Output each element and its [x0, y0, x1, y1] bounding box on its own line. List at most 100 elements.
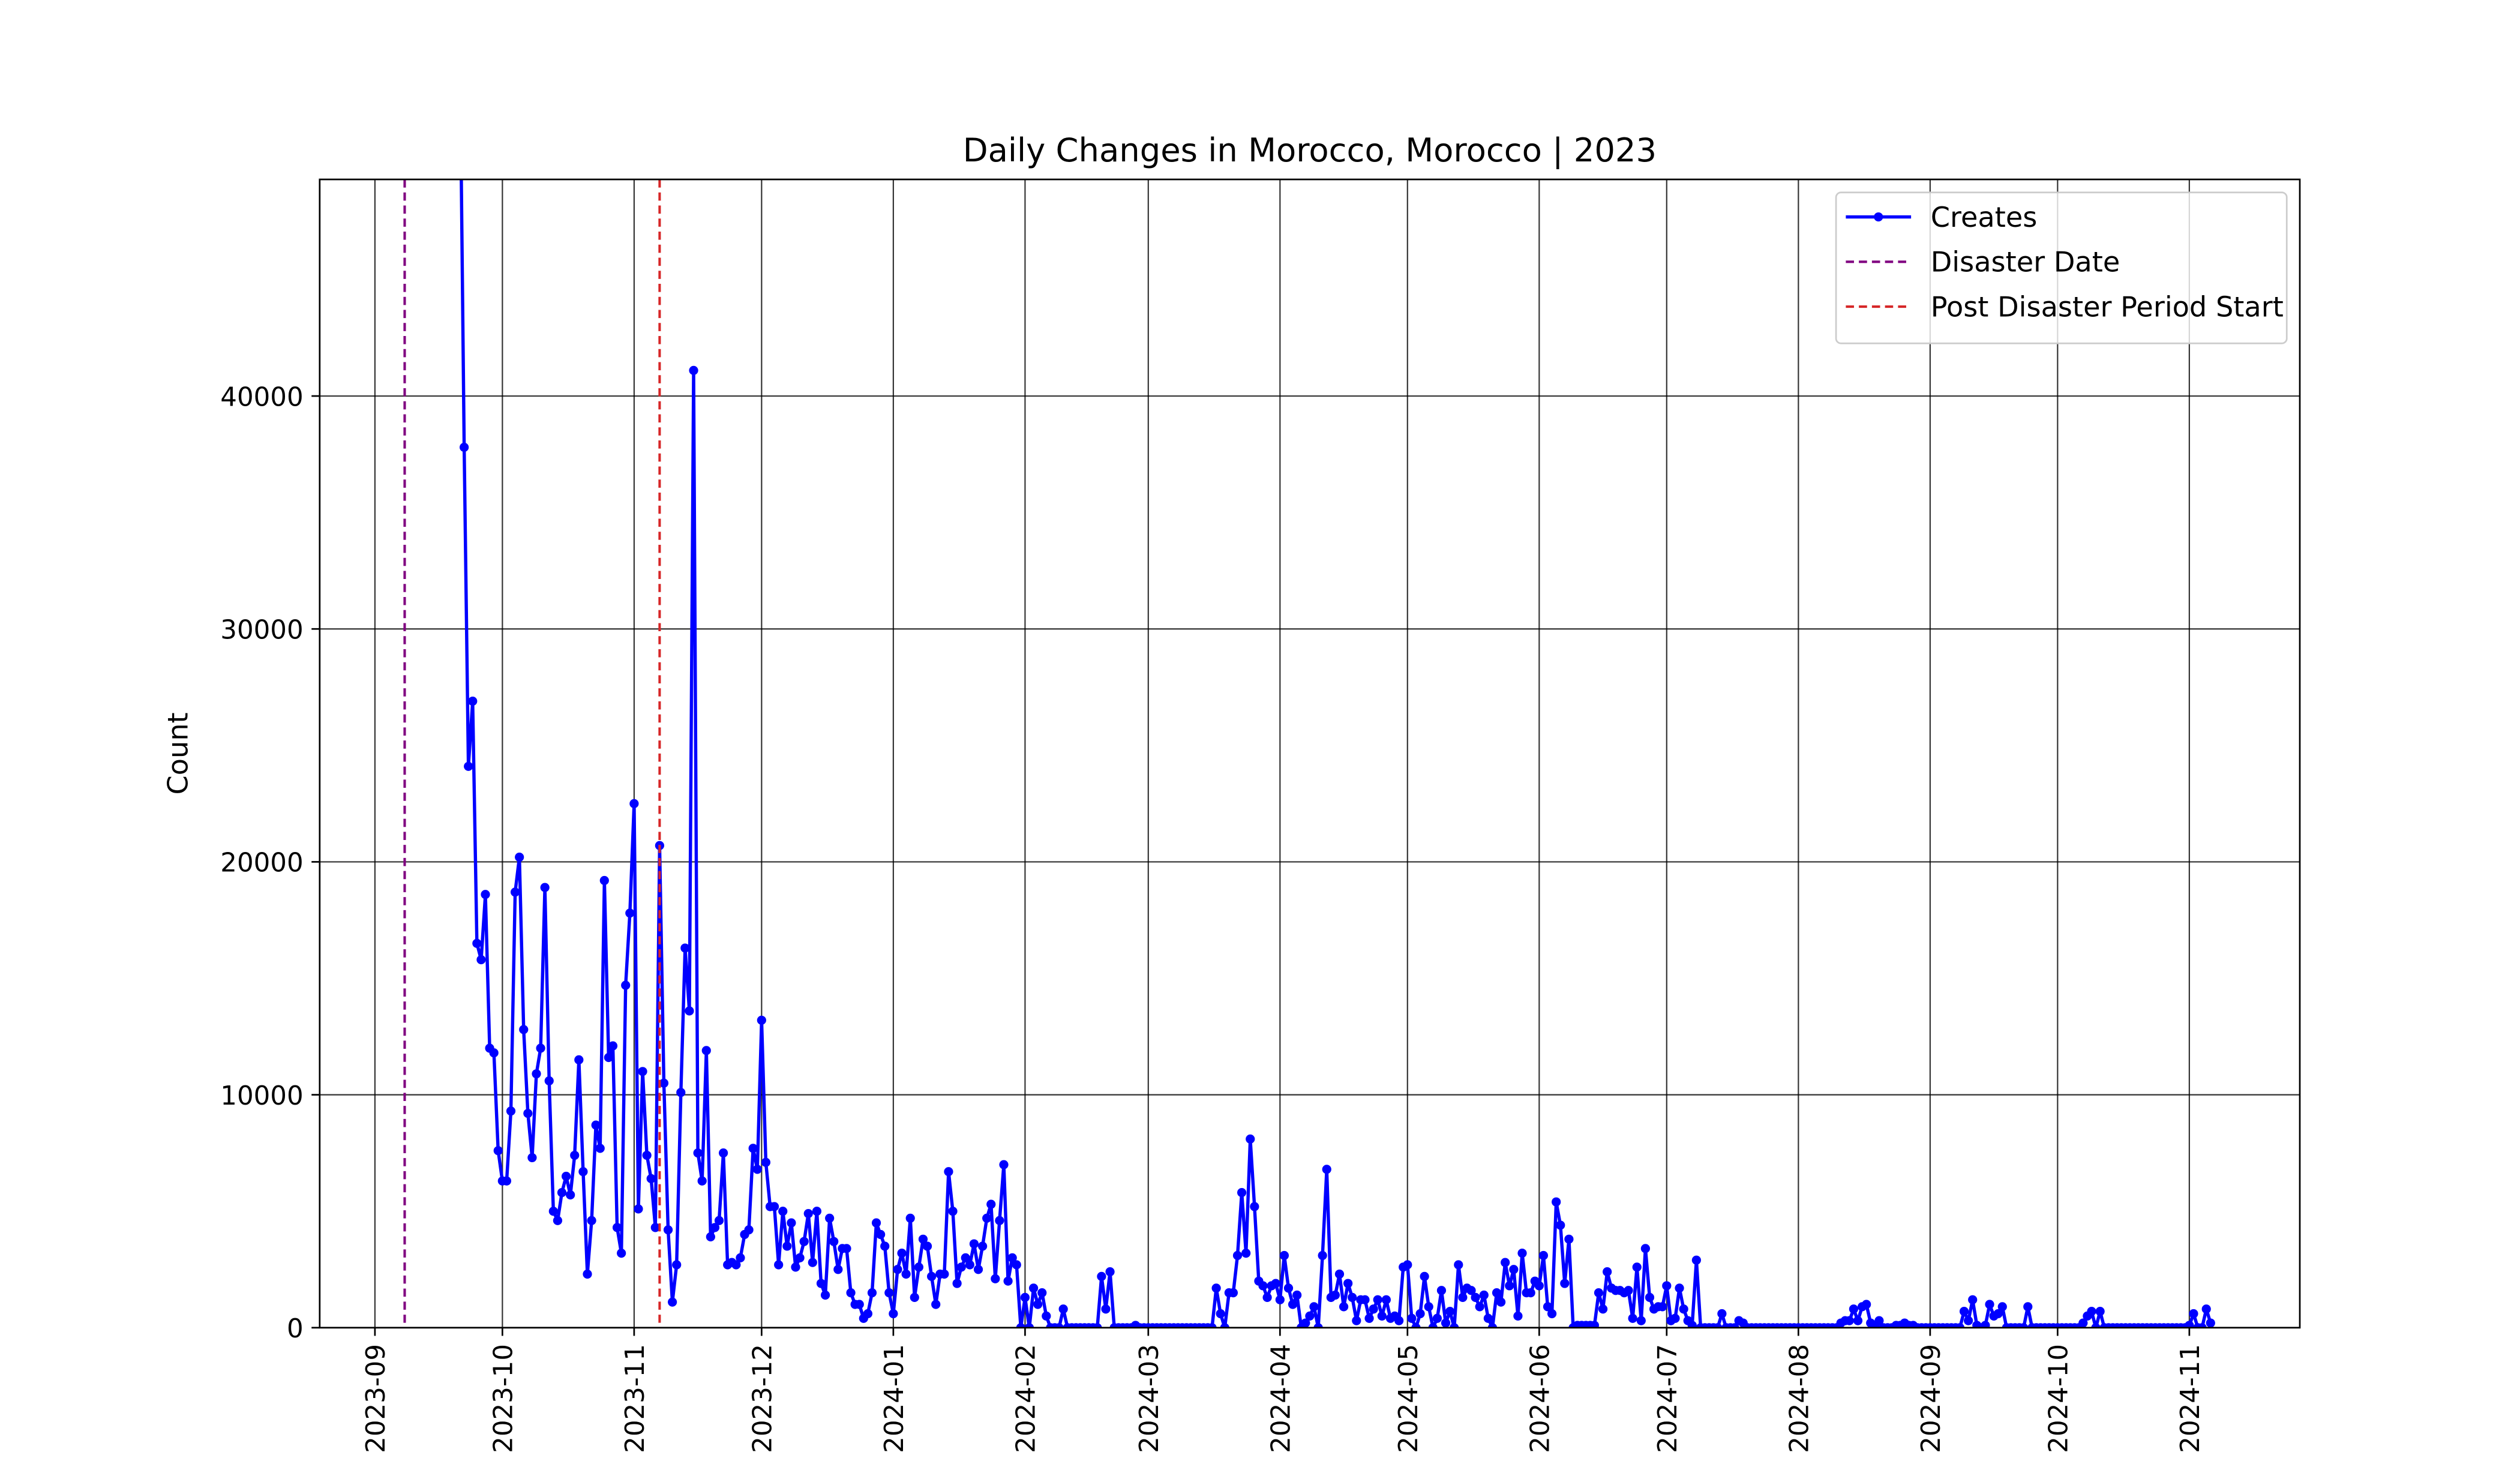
data-point [1632, 1262, 1642, 1272]
data-point [1093, 1323, 1102, 1328]
data-point [1411, 1323, 1421, 1328]
data-point [1598, 1304, 1608, 1314]
data-point [965, 1260, 974, 1270]
x-tick-label: 2024-05 [1394, 1344, 1424, 1453]
data-point [787, 1218, 796, 1228]
data-point [459, 442, 469, 452]
data-point [999, 1160, 1009, 1169]
data-point [748, 1144, 758, 1153]
data-point [680, 943, 690, 953]
data-point [854, 1300, 864, 1309]
x-tick-label: 2024-07 [1653, 1344, 1683, 1453]
data-point [1564, 1234, 1574, 1244]
data-point [1334, 1269, 1345, 1279]
data-point [1717, 1309, 1727, 1319]
data-point [489, 1048, 499, 1058]
data-point [1475, 1302, 1484, 1312]
data-point [1853, 1316, 1863, 1325]
data-point [1955, 1323, 1965, 1328]
data-point [1624, 1286, 1633, 1295]
data-point [774, 1260, 784, 1270]
data-point [1441, 1318, 1451, 1328]
data-point [1670, 1313, 1680, 1323]
data-point [1271, 1279, 1280, 1288]
data-point [1250, 1202, 1259, 1211]
data-point [608, 1041, 618, 1051]
y-axis-label: Count [162, 712, 194, 794]
data-point [1981, 1321, 1990, 1328]
data-point [1658, 1302, 1667, 1312]
data-point [812, 1207, 822, 1216]
data-point [757, 1015, 766, 1025]
data-point [1016, 1323, 1025, 1328]
data-point [782, 1241, 792, 1251]
data-point [1283, 1283, 1294, 1293]
data-point [650, 1223, 660, 1232]
data-point [701, 1046, 711, 1055]
data-point [617, 1248, 626, 1258]
data-point [1997, 1302, 2007, 1312]
data-point [621, 980, 631, 990]
x-tick-label: 2024-08 [1785, 1344, 1815, 1453]
data-point [1445, 1307, 1455, 1316]
data-point [842, 1244, 851, 1253]
data-point [1496, 1297, 1506, 1307]
data-point [587, 1216, 596, 1225]
data-point [1432, 1313, 1442, 1323]
x-tick-label: 2024-04 [1267, 1344, 1297, 1453]
data-point [532, 1069, 541, 1079]
data-point [829, 1237, 839, 1246]
data-point [1348, 1292, 1357, 1302]
data-point [910, 1292, 919, 1302]
data-point [1483, 1313, 1493, 1323]
data-point [931, 1300, 941, 1309]
data-point [1589, 1321, 1600, 1328]
data-point [1012, 1260, 1021, 1270]
data-point [672, 1260, 682, 1270]
data-point [548, 1207, 558, 1216]
data-point [1313, 1323, 1323, 1328]
data-point [1394, 1316, 1404, 1325]
data-point [867, 1288, 877, 1298]
x-tick-label: 2024-09 [1916, 1344, 1946, 1453]
data-point [557, 1188, 567, 1198]
data-point [808, 1258, 817, 1267]
x-tick-label: 2024-03 [1135, 1344, 1165, 1453]
data-point [2095, 1307, 2105, 1316]
data-point [710, 1223, 720, 1232]
data-point [991, 1274, 1000, 1283]
data-point [1101, 1304, 1111, 1314]
data-point [2087, 1307, 2096, 1316]
chart-title: Daily Changes in Morocco, Morocco | 2023 [963, 131, 1657, 170]
data-point [1985, 1300, 1994, 1309]
data-point [914, 1262, 923, 1272]
y-tick-label: 40000 [220, 382, 303, 412]
data-point [1458, 1292, 1468, 1302]
data-point [969, 1239, 979, 1249]
data-point [659, 1078, 669, 1088]
data-point [1220, 1323, 1229, 1328]
data-point [1241, 1248, 1251, 1258]
data-point [846, 1288, 856, 1298]
data-point [1556, 1220, 1565, 1230]
data-point [714, 1216, 724, 1225]
data-point [1042, 1311, 1051, 1321]
data-point [1279, 1250, 1289, 1261]
data-point [927, 1271, 937, 1282]
data-point [1466, 1286, 1476, 1295]
data-point [1403, 1260, 1412, 1270]
data-point [1560, 1279, 1570, 1288]
y-tick-label: 20000 [220, 848, 303, 878]
data-point [1381, 1295, 1391, 1304]
x-tick-label: 2023-12 [748, 1344, 778, 1453]
data-point [1105, 1267, 1115, 1277]
data-point [1547, 1309, 1557, 1319]
x-tick-label: 2024-10 [2044, 1344, 2074, 1453]
data-point [1505, 1281, 1514, 1291]
data-point [2078, 1318, 2088, 1328]
data-point [1207, 1323, 1217, 1328]
data-point [940, 1269, 949, 1279]
data-point [1691, 1255, 1701, 1265]
data-point [553, 1216, 563, 1225]
y-tick-label: 30000 [220, 616, 303, 646]
